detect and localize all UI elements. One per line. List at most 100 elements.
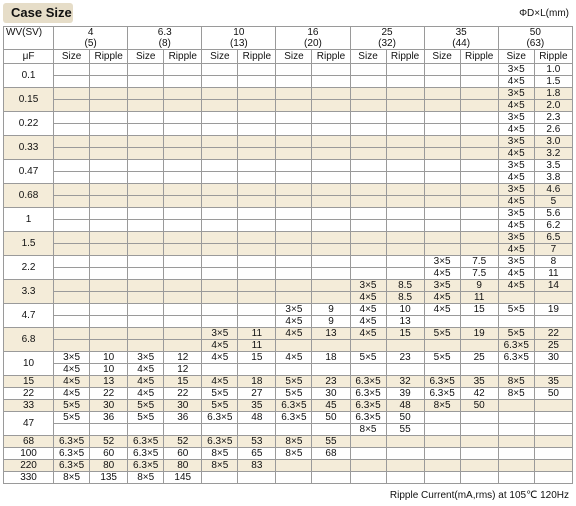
ripple-cell (89, 219, 129, 232)
ripple-cell (385, 243, 425, 256)
ripple-cell (385, 99, 425, 112)
table-row: 0.68 3×5 4.6 (2, 183, 574, 208)
ripple-cell (89, 75, 129, 88)
size-cell (201, 75, 239, 88)
size-cell: 6.3×5 (349, 387, 387, 400)
ripple-cell (163, 267, 203, 280)
size-cell (349, 195, 387, 208)
ripple-cell: 53 (237, 435, 277, 448)
ripple-cell: 3.8 (533, 171, 574, 184)
ripple-cell (311, 111, 351, 124)
size-cell: 5×5 (53, 411, 91, 424)
ripple-cell: 14 (533, 279, 574, 292)
capacitance-cell: 0.22 (2, 111, 55, 136)
capacitance-cell: 22 (2, 387, 55, 400)
ripple-cell: 42 (459, 387, 499, 400)
size-cell: 4×5 (497, 279, 535, 292)
size-cell (201, 219, 239, 232)
ripple-cell (163, 279, 203, 292)
ripple-cell (311, 135, 351, 148)
size-cell (423, 339, 461, 352)
table-row: 4×5 2.0 (4, 99, 574, 112)
sv-value: (13) (229, 38, 248, 49)
ripple-cell (163, 255, 203, 268)
ripple-cell (163, 111, 203, 124)
ripple-cell (311, 99, 351, 112)
size-cell (127, 183, 165, 196)
size-cell (201, 267, 239, 280)
size-cell (201, 159, 239, 172)
size-cell: 4×5 (275, 327, 313, 340)
ripple-cell (163, 123, 203, 136)
ripple-cell (163, 219, 203, 232)
table-row: 4.7 3×5 9 4×5 10 4×5 15 5×5 19 (2, 303, 574, 328)
ripple-cell (533, 411, 574, 424)
size-cell (349, 339, 387, 352)
size-cell (53, 291, 91, 304)
ripple-cell (533, 363, 574, 376)
size-cell (127, 63, 165, 76)
ripple-cell (237, 423, 277, 436)
size-cell: 4×5 (275, 315, 313, 328)
size-cell (423, 411, 461, 424)
ripple-cell (385, 171, 425, 184)
voltage-header-row: WV(SV) 4 (5) 6.3 (8) 10 (13) 16 (20) 25 (32) … (2, 26, 574, 50)
table-row: 47 5×5 36 5×5 36 6.3×5 48 6.3×5 50 6.3×5 50 (2, 411, 574, 436)
ripple-cell: 30 (311, 387, 351, 400)
size-cell: 6.3×5 (497, 339, 535, 352)
size-cell (497, 411, 535, 424)
ripple-cell (385, 255, 425, 268)
ripple-cell (89, 207, 129, 220)
size-cell (53, 207, 91, 220)
size-cell (349, 219, 387, 232)
table-row: 15 4×5 13 4×5 15 4×5 18 5×5 23 6.3×5 32 6.3×5 35 8×5 3… (2, 375, 574, 388)
ripple-cell (89, 135, 129, 148)
table-row: 4×5 3.2 (4, 147, 574, 160)
ripple-cell (89, 423, 129, 436)
table-row: 1.5 3×5 6.5 (2, 231, 574, 256)
voltage-16: 16 (20) (275, 26, 351, 50)
size-cell: 3×5 (497, 159, 535, 172)
ripple-cell: 35 (459, 375, 499, 388)
size-cell (201, 363, 239, 376)
table-row: 33 5×5 30 5×5 30 5×5 35 6.3×5 45 6.3×5 48 8×5 50 (2, 399, 574, 412)
ripple-cell: 3.2 (533, 147, 574, 160)
capacitor-table: WV(SV) 4 (5) 6.3 (8) 10 (13) 16 (20) 25 (32) … (2, 26, 574, 484)
table-row: 0.33 3×5 3.0 (2, 135, 574, 160)
size-cell (349, 255, 387, 268)
size-cell: 4×5 (53, 363, 91, 376)
size-cell (201, 255, 239, 268)
size-cell: 6.3×5 (127, 447, 165, 460)
size-cell (53, 75, 91, 88)
size-cell (201, 171, 239, 184)
capacitance-cell: 220 (2, 459, 55, 472)
size-cell: 6.3×5 (127, 459, 165, 472)
table-row: 4×5 11 6.3×5 25 (4, 339, 574, 352)
ripple-cell (163, 195, 203, 208)
size-cell (275, 339, 313, 352)
size-cell (127, 99, 165, 112)
ripple-cell (385, 471, 425, 484)
ripple-cell: 23 (311, 375, 351, 388)
size-cell (201, 471, 239, 484)
size-cell: 4×5 (497, 75, 535, 88)
ripple-cell (163, 183, 203, 196)
ripple-cell: 52 (89, 435, 129, 448)
size-cell: 3×5 (497, 255, 535, 268)
table-row: 4×5 5 (4, 195, 574, 208)
voltage-35: 35 (44) (423, 26, 499, 50)
size-header: Size (127, 49, 165, 64)
size-cell (423, 75, 461, 88)
size-cell: 4×5 (349, 303, 387, 316)
size-cell (53, 159, 91, 172)
ripple-cell (237, 303, 277, 316)
size-cell: 5×5 (127, 411, 165, 424)
ripple-cell: 48 (237, 411, 277, 424)
ripple-cell (163, 327, 203, 340)
size-cell: 3×5 (201, 327, 239, 340)
ripple-cell: 36 (163, 411, 203, 424)
size-cell: 6.3×5 (423, 387, 461, 400)
table-row: 22 4×5 22 4×5 22 5×5 27 5×5 30 6.3×5 39 6.3×5 42 8×5 5… (2, 387, 574, 400)
size-cell (497, 459, 535, 472)
size-cell: 4×5 (497, 195, 535, 208)
